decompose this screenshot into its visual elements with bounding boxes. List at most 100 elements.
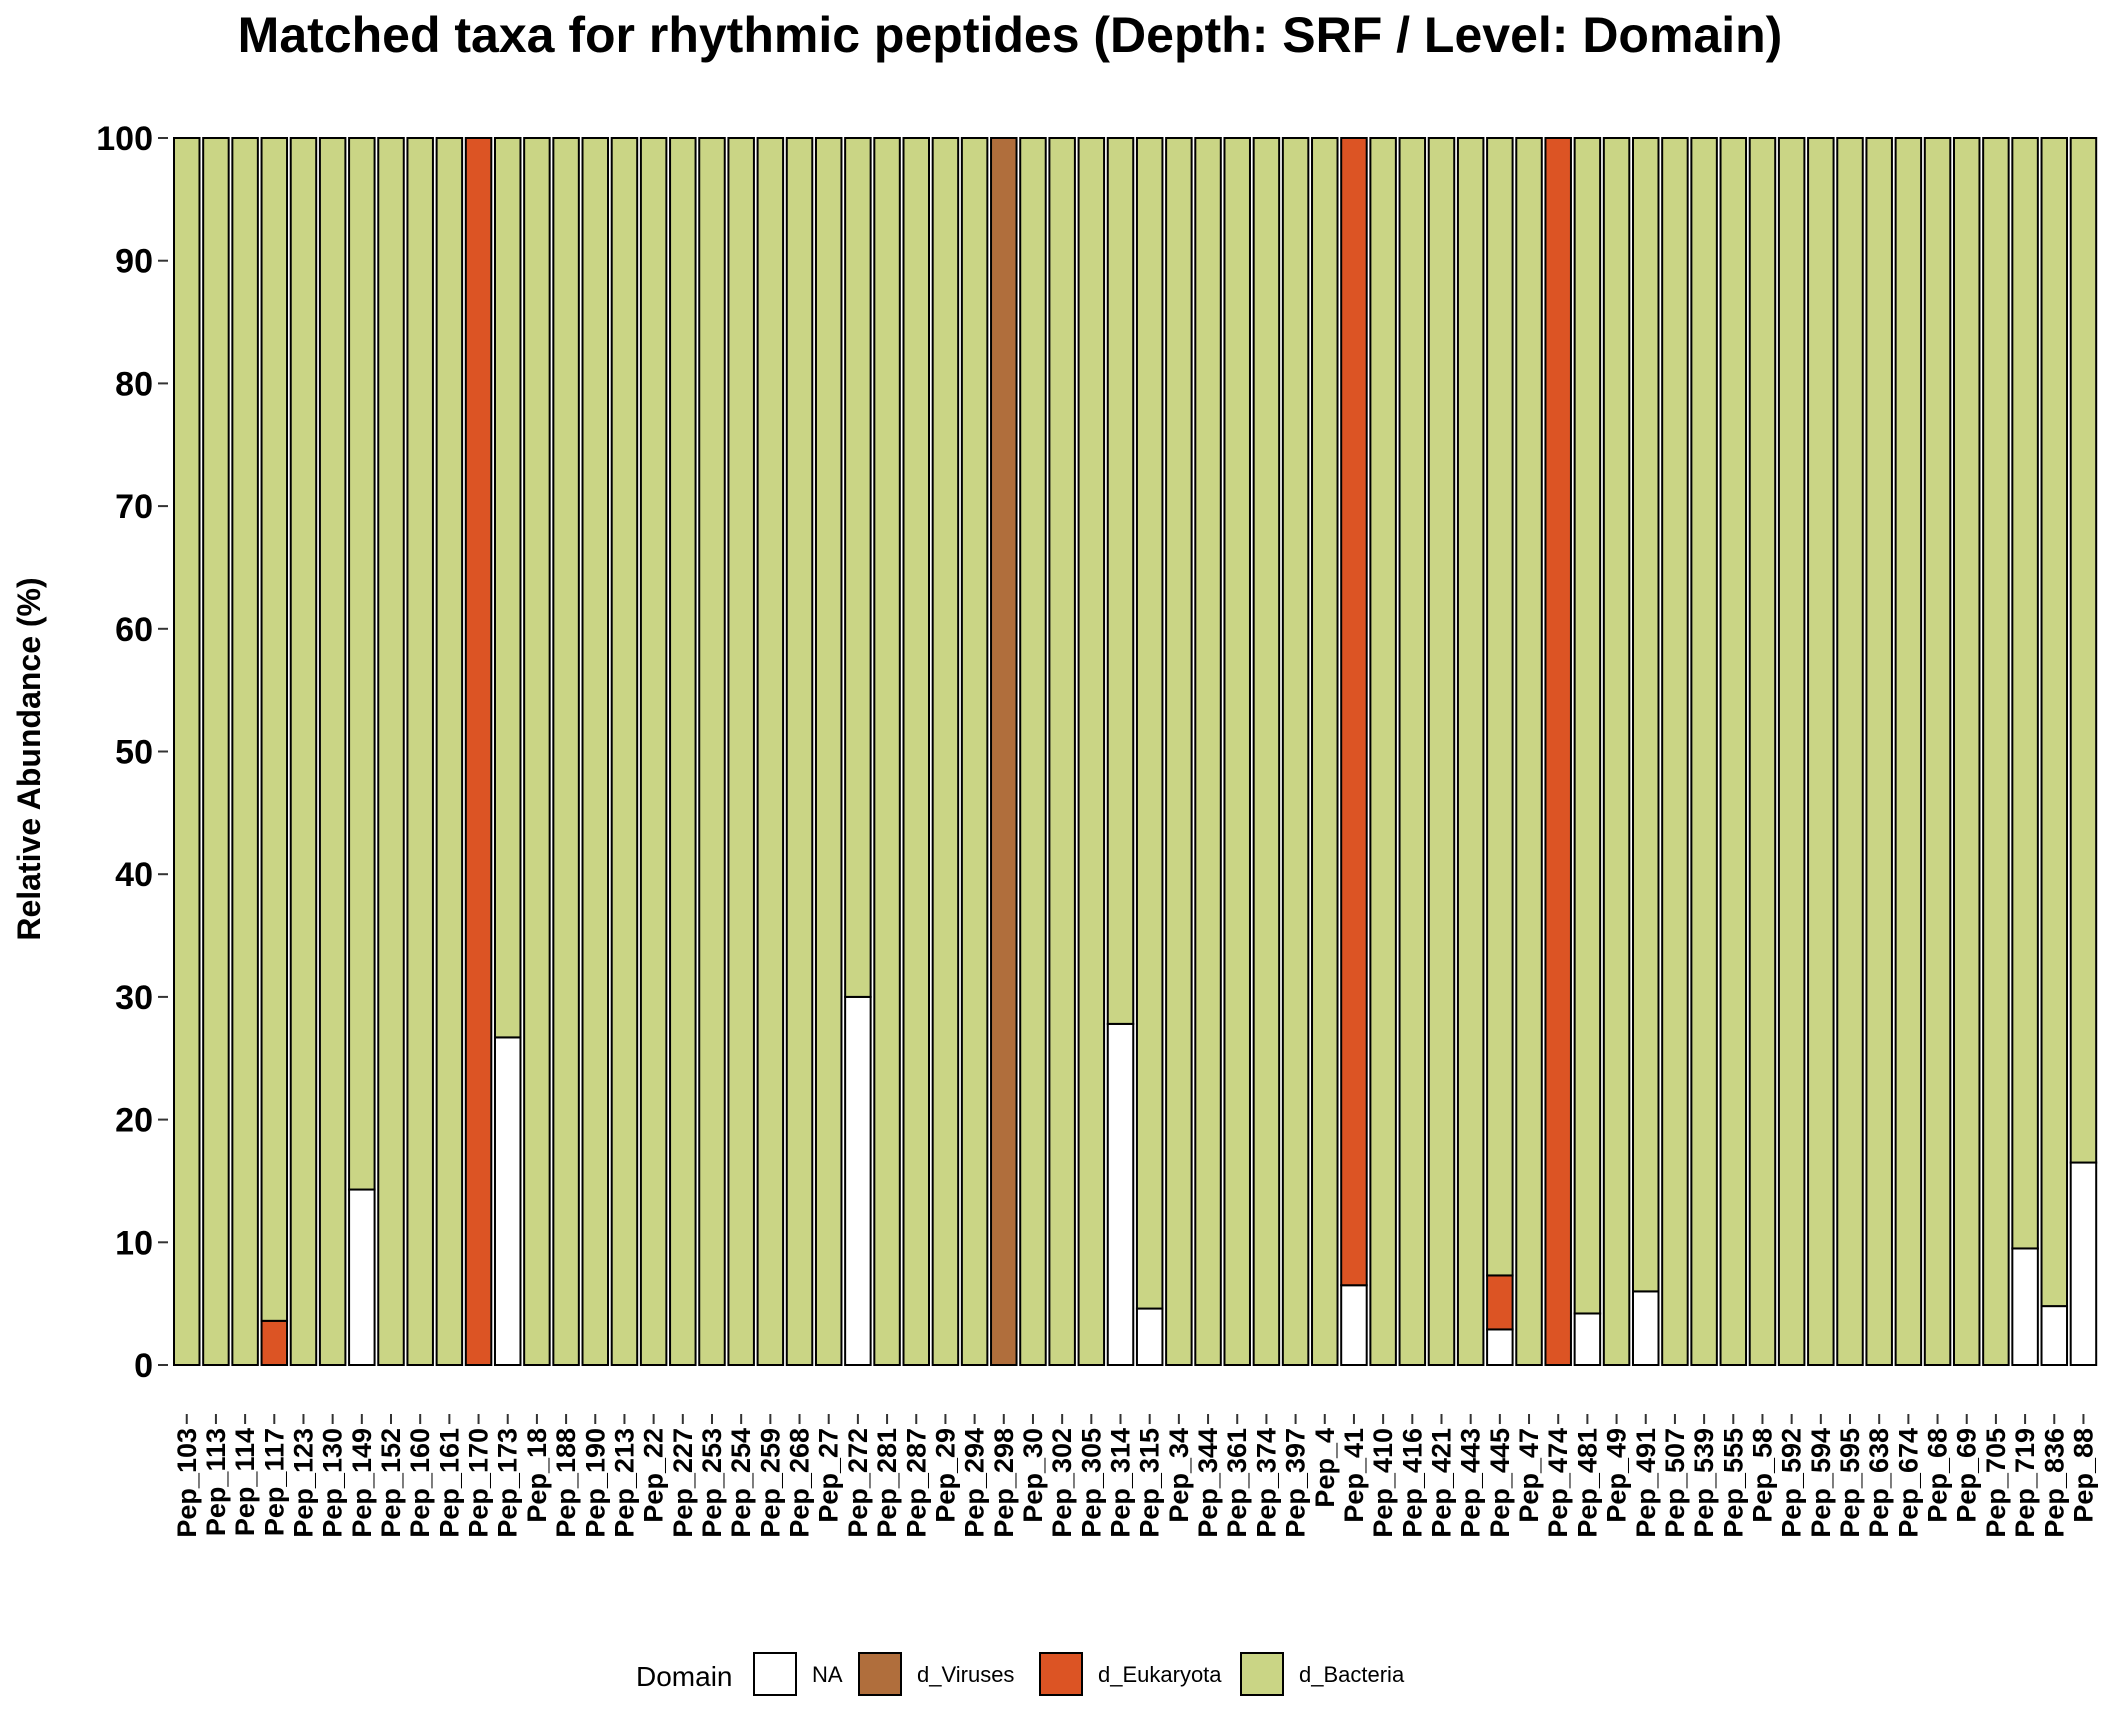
bar-segment [1602, 137, 1631, 1366]
bar-segment [873, 137, 901, 1366]
y-tick-label: 60 [115, 611, 153, 649]
bar-segment [990, 137, 1018, 1366]
x-tick-label: Pep_69 [1952, 1428, 1982, 1523]
y-tick-label: 70 [115, 488, 153, 526]
bar-segment [231, 137, 259, 1366]
x-tick-label: Pep_305 [1076, 1428, 1106, 1538]
bar-segment [2040, 1305, 2069, 1367]
bar-segment [1106, 137, 1135, 1025]
x-tick-label: Pep_410 [1368, 1428, 1398, 1538]
x-tick-label: Pep_253 [697, 1428, 727, 1538]
legend-title: Domain [636, 1661, 732, 1692]
bar-segment [1427, 137, 1456, 1366]
bar-segment [1690, 137, 1718, 1366]
x-tick-label: Pep_117 [259, 1428, 289, 1536]
x-tick-label: Pep_30 [1018, 1428, 1048, 1523]
y-tick-label: 10 [115, 1224, 153, 1262]
x-tick-label: Pep_555 [1718, 1428, 1748, 1538]
bar-segment [1340, 137, 1368, 1287]
bar-segment [260, 137, 289, 1322]
bar-segment [2011, 1247, 2039, 1367]
x-tick-label: Pep_88 [2068, 1428, 2098, 1523]
x-tick-label: Pep_705 [1981, 1428, 2011, 1538]
y-axis-label: Relative Abundance (%) [11, 577, 47, 940]
x-tick-label: Pep_594 [1806, 1428, 1836, 1538]
x-tick-label: Pep_397 [1281, 1428, 1311, 1538]
legend-label: NA [812, 1662, 843, 1687]
x-tick-label: Pep_539 [1689, 1428, 1719, 1538]
bar-segment [348, 137, 376, 1191]
y-tick-label: 50 [115, 734, 153, 772]
bar-segment [756, 137, 785, 1366]
bar-segment [960, 137, 989, 1366]
bar-segment [2069, 137, 2098, 1164]
x-tick-label: Pep_4 [1310, 1428, 1340, 1508]
bar-segment [1486, 1328, 1514, 1366]
bar-segment [1106, 1022, 1135, 1366]
x-tick-label: Pep_595 [1835, 1428, 1865, 1538]
bar-segment [1865, 137, 1893, 1366]
bar-segment [1281, 137, 1310, 1366]
y-tick-label: 80 [115, 365, 153, 403]
x-tick-label: Pep_315 [1135, 1428, 1165, 1538]
legend-key [1240, 1652, 1284, 1696]
x-tick-label: Pep_507 [1660, 1428, 1690, 1538]
x-tick-label: Pep_302 [1047, 1428, 1077, 1538]
bar-segment [1923, 137, 1952, 1366]
bar-segment [844, 137, 872, 998]
x-tick-label: Pep_287 [901, 1428, 931, 1538]
bar-segment [1573, 1312, 1602, 1366]
bar-segment [1836, 137, 1864, 1366]
bar-segment [1456, 137, 1485, 1366]
x-tick-label: Pep_674 [1893, 1428, 1923, 1538]
x-tick-label: Pep_113 [201, 1428, 231, 1536]
x-tick-label: Pep_173 [493, 1428, 523, 1538]
legend-key [753, 1652, 797, 1696]
bar-segment [523, 137, 551, 1366]
bar-segment [1777, 137, 1806, 1366]
bar-segment [2069, 1161, 2098, 1367]
bar-segment [173, 137, 201, 1366]
bar-segment [844, 995, 872, 1367]
bar-segment [1632, 137, 1660, 1293]
bar-segment [1077, 137, 1106, 1366]
x-tick-label: Pep_149 [347, 1428, 377, 1538]
bar-segment [639, 137, 668, 1366]
y-tick-label: 20 [115, 1102, 153, 1140]
bar-segment [1252, 137, 1281, 1366]
x-tick-label: Pep_114 [230, 1428, 260, 1536]
y-tick-label: 0 [134, 1347, 153, 1385]
chart-title: Matched taxa for rhythmic peptides (Dept… [238, 7, 1783, 63]
bar-segment [2011, 137, 2039, 1250]
bar-segment [1661, 137, 1689, 1366]
x-tick-label: Pep_719 [2010, 1428, 2040, 1538]
x-tick-label: Pep_161 [434, 1428, 464, 1538]
bar-segment [318, 137, 347, 1366]
x-tick-label: Pep_474 [1543, 1428, 1573, 1538]
x-tick-label: Pep_213 [609, 1428, 639, 1538]
bar-segment [727, 137, 755, 1366]
bar-segment [610, 137, 639, 1366]
x-tick-label: Pep_160 [405, 1428, 435, 1538]
x-tick-label: Pep_22 [639, 1428, 669, 1523]
bar-segment [581, 137, 610, 1366]
bar-segment [1573, 137, 1602, 1315]
bar-segment [902, 137, 930, 1366]
x-tick-label: Pep_18 [522, 1428, 552, 1523]
x-tick-label: Pep_443 [1456, 1428, 1486, 1538]
y-axis: 0 10 20 30 40 50 60 70 80 90 100 [96, 120, 168, 1385]
legend-key [858, 1652, 902, 1696]
bar-segment [289, 137, 318, 1366]
legend: Domain NA d_Viruses d_Eukaryota d_Bacteria [636, 1652, 1405, 1696]
bar-segment [202, 137, 230, 1366]
x-tick-label: Pep_49 [1602, 1428, 1632, 1523]
x-tick-label: Pep_836 [2039, 1428, 2069, 1538]
bar-segment [1165, 137, 1193, 1366]
bar-segment [260, 1319, 289, 1367]
x-tick-label: Pep_29 [930, 1428, 960, 1523]
bar-segment [435, 137, 464, 1366]
bar-segment [406, 137, 434, 1366]
bar-segment [2040, 137, 2069, 1308]
x-tick-label: Pep_416 [1397, 1428, 1427, 1538]
bar-segment [1340, 1284, 1368, 1366]
